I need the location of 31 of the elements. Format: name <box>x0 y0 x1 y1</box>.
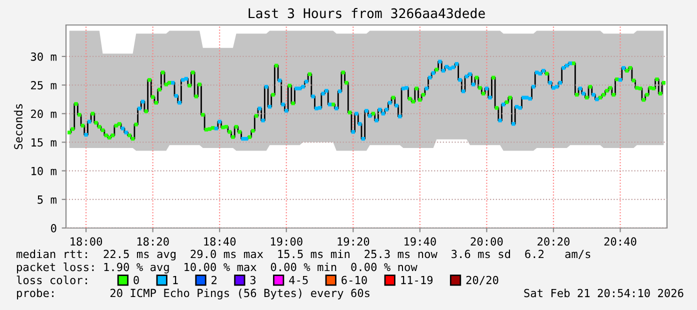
text: packet loss: 1.90 % avg 10.00 % max 0.00 % min 0.00 % now <box>17 262 418 274</box>
x-tick-label: 18:20 <box>137 237 169 246</box>
legend-label: 11-19 <box>401 276 433 284</box>
legend-label: 20/20 <box>466 276 498 286</box>
y-tick-label: 20 m <box>31 110 56 118</box>
legend-label: 1 <box>173 276 178 284</box>
x-tick-label: 20:20 <box>538 237 570 246</box>
x-tick-label: 19:40 <box>404 237 436 246</box>
text: probe: 20 ICMP Echo Pings (56 Bytes) every 60s <box>17 288 370 300</box>
legend-title: loss color: <box>16 276 87 284</box>
x-tick-label: 18:00 <box>70 237 102 246</box>
legend-label: 2 <box>212 276 216 284</box>
chart-title: Last 3 Hours from 3266aa43dede <box>248 8 485 18</box>
legend-label: 6-10 <box>342 276 367 284</box>
x-tick-label: 18:40 <box>204 237 236 246</box>
y-tick-label: 30 m <box>30 52 56 61</box>
y-tick-label: 0 <box>51 224 56 232</box>
legend-label: 4-5 <box>289 276 308 284</box>
y-tick-label: 15 m <box>32 138 56 147</box>
text: median rtt: 22.5 ms avg 29.0 ms max 15.5 ms min 25.3 ms now 3.6 ms sd 6.2 am/s <box>16 250 590 260</box>
x-tick-label: 20:00 <box>470 237 503 246</box>
y-tick-label: 25 m <box>31 81 56 90</box>
x-tick-label: 19:20 <box>338 237 370 246</box>
text: Sat Feb 21 20:54:10 2026 <box>524 288 684 298</box>
legend-label: 0 <box>134 276 139 284</box>
y-axis-title: Seconds <box>14 104 23 150</box>
x-tick-label: 20:40 <box>604 237 636 246</box>
y-tick-label: 10 m <box>32 166 56 176</box>
y-tick-label: 5 m <box>38 196 56 204</box>
legend-label: 3 <box>250 276 256 284</box>
x-tick-label: 19:00 <box>270 237 302 246</box>
